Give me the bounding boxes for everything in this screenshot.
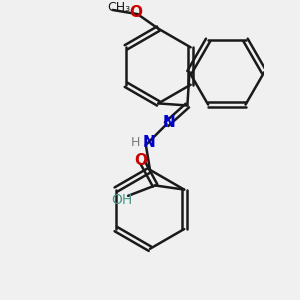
Text: CH₃: CH₃ [107, 2, 130, 14]
Text: OH: OH [111, 193, 133, 207]
Text: H: H [131, 136, 140, 149]
Text: O: O [134, 153, 147, 168]
Text: N: N [142, 135, 155, 150]
Text: O: O [129, 4, 142, 20]
Text: N: N [162, 115, 175, 130]
